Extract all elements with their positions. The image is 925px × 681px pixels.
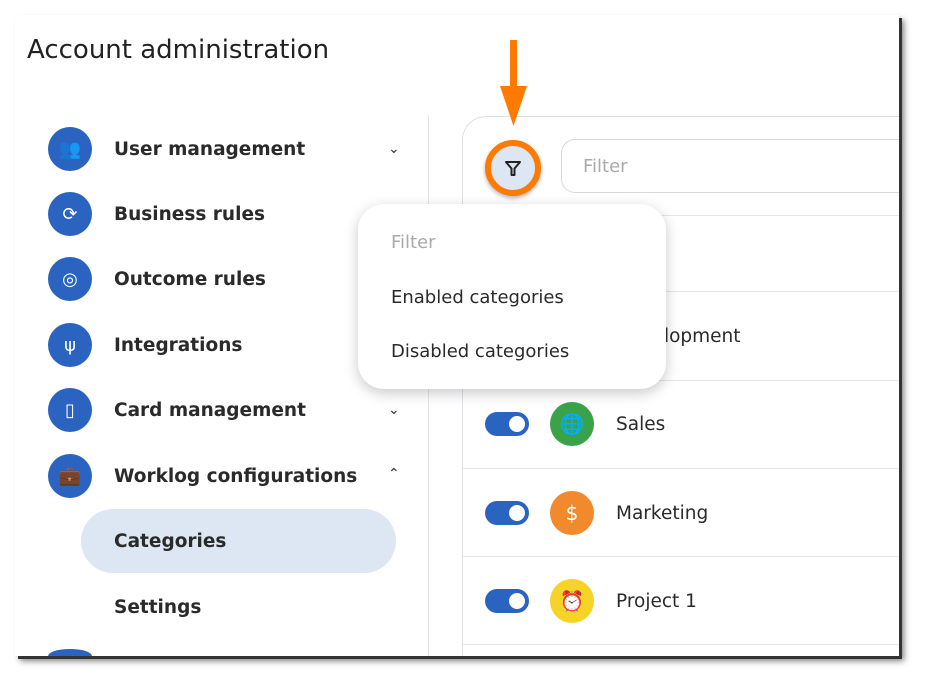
sidebar-item-outcome-rules[interactable]: ◎ Outcome rules (48, 257, 266, 301)
chevron-down-icon[interactable]: ⌄ (388, 402, 400, 418)
divider (463, 291, 899, 292)
sidebar-item-label: User management (114, 138, 306, 160)
dollar-icon: $ (550, 491, 594, 535)
filter-icon (505, 161, 521, 176)
enabled-toggle[interactable] (485, 412, 529, 436)
sidebar-item-label: Card management (114, 399, 306, 421)
users-icon: 👥 (48, 127, 92, 171)
target-icon: ◎ (48, 257, 92, 301)
filter-dropdown-menu: Filter Enabled categories Disabled categ… (358, 204, 666, 389)
divider (463, 556, 899, 557)
sidebar-item-label: Worklog configurations (114, 465, 358, 487)
sidebar-item-label: Outcome rules (114, 268, 266, 290)
divider (463, 215, 899, 216)
card-icon: ▯ (48, 388, 92, 432)
sidebar-item-worklog-configurations[interactable]: 💼 Worklog configurations ⌃ (48, 454, 400, 498)
page-title: Account administration (27, 35, 330, 65)
annotation-arrow-icon (500, 40, 527, 126)
menu-item-disabled-categories[interactable]: Disabled categories (391, 341, 570, 362)
app-window: Account administration 👥 User management… (15, 15, 899, 656)
sync-icon: ⟳ (48, 192, 92, 236)
category-label: Sales (616, 413, 666, 435)
category-label: Project 1 (616, 590, 697, 612)
sidebar-item-label: Integrations (114, 334, 243, 356)
sidebar-item-user-management[interactable]: 👥 User management ⌄ (48, 127, 400, 171)
category-row: ⏰ Project 1 (485, 579, 697, 623)
filter-input[interactable]: Filter (561, 139, 899, 193)
sidebar-item-card-management[interactable]: ▯ Card management ⌄ (48, 388, 400, 432)
enabled-toggle[interactable] (485, 501, 529, 525)
sidebar-item-business-rules[interactable]: ⟳ Business rules (48, 192, 265, 236)
sidebar-item-integrations[interactable]: ψ Integrations (48, 323, 242, 367)
category-label: Marketing (616, 502, 709, 524)
category-row: 🌐 Sales (485, 402, 665, 446)
sidebar-subitem-settings[interactable]: Settings (114, 596, 202, 618)
globe-icon: 🌐 (550, 402, 594, 446)
divider (463, 644, 899, 645)
usb-icon: ψ (48, 323, 92, 367)
briefcase-clock-icon: 💼 (48, 454, 92, 498)
chevron-down-icon[interactable]: ⌄ (388, 141, 400, 157)
sidebar-item-icon (48, 649, 92, 656)
filter-button[interactable] (485, 140, 541, 196)
menu-item-enabled-categories[interactable]: Enabled categories (391, 287, 564, 308)
sidebar-item-label: Business rules (114, 203, 265, 225)
divider (463, 380, 899, 381)
enabled-toggle[interactable] (485, 589, 529, 613)
category-row: $ Marketing (485, 491, 708, 535)
sidebar-subitem-categories[interactable]: Categories (81, 509, 396, 573)
divider (463, 468, 899, 469)
menu-header: Filter (391, 232, 436, 253)
chevron-up-icon[interactable]: ⌃ (388, 466, 400, 482)
alarm-icon: ⏰ (550, 579, 594, 623)
